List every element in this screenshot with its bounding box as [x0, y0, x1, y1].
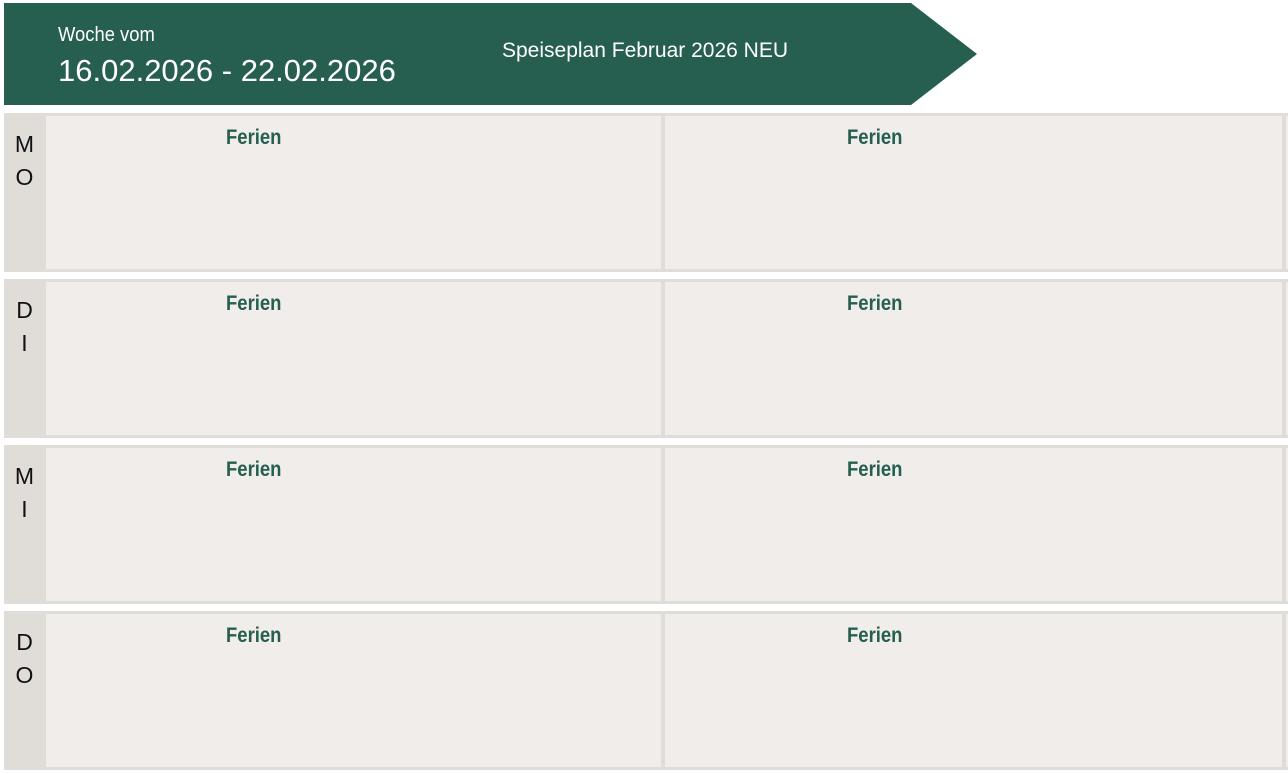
menu-cell-edge: [1286, 116, 1288, 269]
menu-text: Ferien: [847, 458, 903, 481]
day-letter: O: [15, 662, 34, 688]
week-label: Woche vom: [58, 24, 155, 46]
day-letter: M: [14, 463, 35, 489]
menu-text: Ferien: [847, 292, 903, 315]
menu-cell-edge: [1286, 448, 1288, 601]
week-range: 16.02.2026 - 22.02.2026: [58, 53, 396, 88]
week-header: Woche vom 16.02.2026 - 22.02.2026 Speise…: [4, 3, 977, 105]
menu-cell-edge: [1286, 614, 1288, 767]
menu-text: Ferien: [847, 126, 903, 149]
menu-cell: Ferien: [665, 614, 1282, 767]
menu-text: Ferien: [226, 624, 282, 647]
day-letter: M: [14, 131, 35, 157]
menu-cell: Ferien: [46, 282, 661, 435]
menu-cell: Ferien: [46, 116, 661, 269]
menu-text: Ferien: [226, 292, 282, 315]
menu-cell: Ferien: [46, 614, 661, 767]
menu-cell: Ferien: [665, 116, 1282, 269]
menu-cell-edge: [1286, 282, 1288, 435]
menu-text: Ferien: [226, 126, 282, 149]
plan-title[interactable]: Speiseplan Februar 2026 NEU: [502, 39, 789, 62]
menu-cell: Ferien: [665, 282, 1282, 435]
day-letter: I: [21, 496, 28, 522]
menu-text: Ferien: [226, 458, 282, 481]
menu-cell: Ferien: [46, 448, 661, 601]
day-letter: D: [16, 629, 33, 655]
day-letter: O: [15, 164, 34, 190]
menu-text: Ferien: [847, 624, 903, 647]
day-letter: D: [16, 297, 33, 323]
menu-cell: Ferien: [665, 448, 1282, 601]
day-letter: I: [21, 330, 28, 356]
